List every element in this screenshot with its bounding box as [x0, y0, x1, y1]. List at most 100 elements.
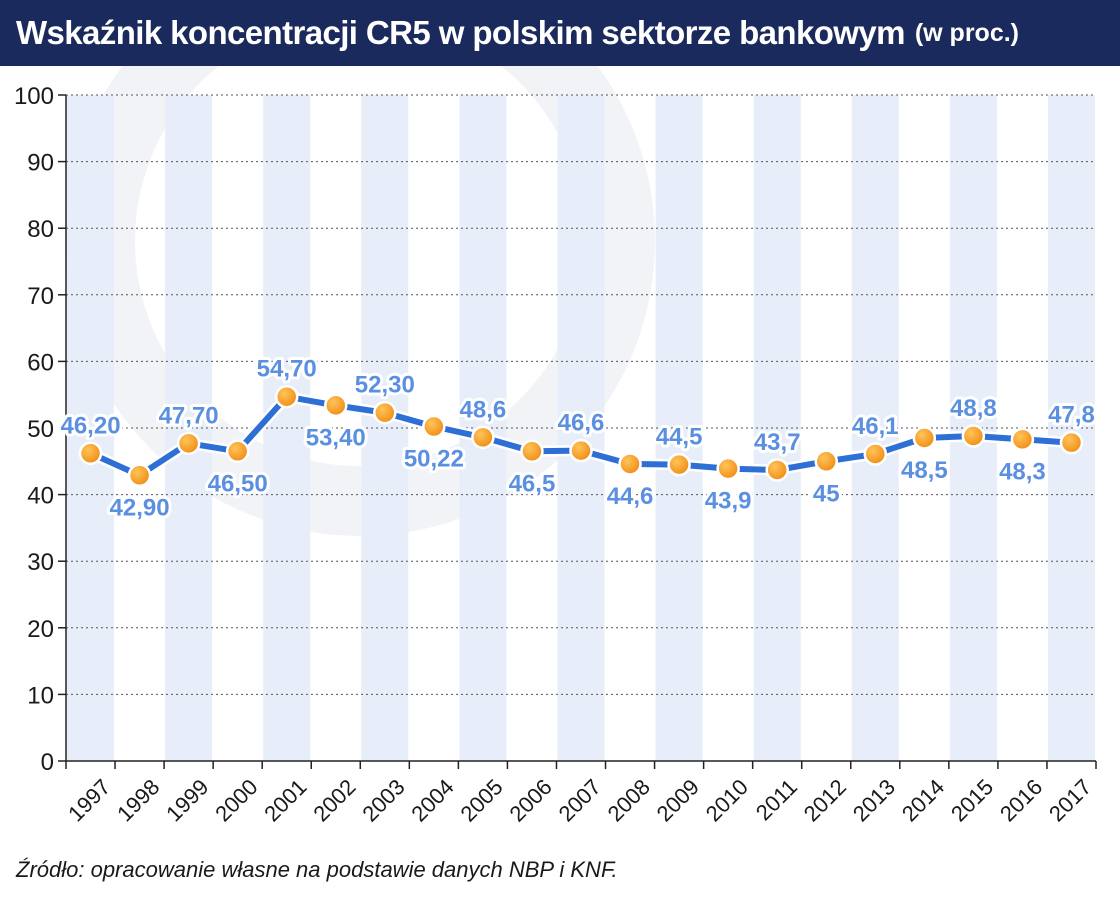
data-label-halo: 46,5	[509, 470, 556, 497]
data-label-halo: 48,6	[460, 396, 507, 423]
data-label: 46,6	[558, 410, 605, 437]
data-label: 47,8	[1048, 402, 1095, 429]
data-markers	[78, 384, 1084, 488]
y-tick-label: 70	[27, 283, 54, 310]
data-label-halo: 44,5	[656, 424, 703, 451]
y-tick-label: 100	[14, 83, 54, 110]
y-tick-label: 20	[27, 616, 54, 643]
data-point	[716, 456, 740, 481]
y-tick-label: 40	[27, 483, 54, 510]
x-tick-label: 2008	[603, 774, 655, 826]
data-label: 52,30	[355, 372, 415, 399]
data-label-halo: 46,50	[208, 470, 268, 497]
data-labels: 46,2046,2042,9042,9047,7047,7046,5046,50…	[57, 353, 1097, 525]
data-label-halo: 46,1	[852, 413, 899, 440]
data-point	[373, 400, 397, 425]
data-label-halo: 46,6	[558, 410, 605, 437]
x-tick-label: 2007	[554, 774, 606, 826]
x-axis-ticks: 1997199819992000200120022003200420052006…	[63, 761, 1097, 826]
data-label: 50,22	[404, 446, 464, 473]
data-label-halo: 47,70	[159, 402, 219, 429]
y-tick-label: 0	[41, 749, 54, 776]
data-point	[471, 425, 495, 450]
data-label-halo: 43,7	[754, 429, 801, 456]
stripe	[851, 95, 899, 761]
chart-title: Wskaźnik koncentracji CR5 w polskim sekt…	[16, 14, 905, 51]
data-label-halo: 53,40	[306, 424, 366, 451]
x-tick-label: 2016	[995, 774, 1047, 826]
data-point	[618, 452, 642, 476]
data-label-halo: 52,30	[355, 372, 415, 399]
chart-subtitle: (w proc.)	[914, 18, 1020, 47]
data-point	[176, 431, 201, 456]
data-point	[78, 441, 103, 466]
data-label-halo: 50,22	[404, 446, 464, 473]
y-tick-label: 90	[27, 150, 54, 177]
y-axis-ticks: 0 10 20 30 40 50 60 70 80 90 100	[14, 83, 66, 776]
data-label: 44,6	[607, 483, 654, 510]
x-tick-label: 2014	[897, 774, 949, 826]
title-bar: Wskaźnik koncentracji CR5 w polskim sekt…	[0, 0, 1120, 66]
x-tick-label: 1999	[161, 774, 213, 826]
x-tick-label: 2005	[455, 774, 507, 826]
stripe	[361, 95, 409, 761]
y-tick-label: 30	[27, 549, 54, 576]
data-label: 43,9	[705, 488, 752, 515]
y-tick-label: 50	[27, 416, 54, 443]
data-label-halo: 44,6	[607, 483, 654, 510]
x-tick-label: 2013	[848, 774, 900, 826]
data-point	[765, 458, 789, 482]
data-label: 48,8	[950, 395, 997, 422]
data-label-halo: 42,90	[110, 494, 170, 521]
data-point	[569, 438, 593, 463]
data-label: 46,1	[852, 413, 899, 440]
data-label: 47,70	[159, 402, 219, 429]
data-label: 46,20	[60, 412, 120, 439]
data-label: 54,70	[257, 356, 317, 383]
gridlines	[66, 94, 1096, 695]
data-point	[961, 424, 986, 448]
x-tick-label: 2001	[259, 774, 311, 826]
x-tick-label: 2017	[1044, 774, 1096, 826]
data-label-halo: 45	[813, 480, 840, 507]
data-label-halo: 43,9	[705, 488, 752, 515]
data-label-halo: 47,8	[1048, 402, 1095, 429]
x-tick-label: 2003	[357, 774, 409, 826]
data-label: 46,50	[208, 470, 268, 497]
x-tick-label: 2012	[799, 774, 851, 826]
x-tick-label: 1998	[112, 774, 164, 826]
data-label: 53,40	[306, 424, 366, 451]
data-label: 43,7	[754, 429, 801, 456]
x-tick-label: 2015	[946, 774, 998, 826]
data-point	[1010, 427, 1035, 452]
data-point	[225, 439, 250, 464]
data-label: 48,5	[901, 457, 948, 484]
data-point	[520, 439, 544, 464]
data-label: 48,6	[460, 396, 507, 423]
data-label-halo: 54,70	[257, 356, 317, 383]
x-tick-label: 2006	[505, 774, 557, 826]
data-point	[127, 463, 152, 488]
data-point	[1059, 430, 1084, 455]
stripe	[655, 95, 703, 761]
data-point	[814, 449, 838, 474]
data-point	[667, 452, 691, 477]
data-point	[863, 442, 888, 466]
data-label-halo: 46,20	[60, 412, 120, 439]
x-tick-label: 2002	[308, 774, 360, 826]
x-tick-label: 2010	[701, 774, 753, 826]
x-tick-label: 2004	[406, 774, 458, 826]
data-label: 45	[813, 480, 840, 507]
data-label: 42,90	[110, 494, 170, 521]
x-tick-label: 2009	[652, 774, 704, 826]
data-point	[912, 426, 937, 450]
y-tick-label: 10	[27, 682, 54, 709]
data-label-halo: 48,8	[950, 395, 997, 422]
data-label-halo: 48,3	[999, 458, 1046, 485]
data-label: 48,3	[999, 458, 1046, 485]
data-point	[274, 384, 299, 409]
data-point	[422, 414, 446, 439]
data-label-halo: 48,5	[901, 457, 948, 484]
y-tick-label: 60	[27, 349, 54, 376]
